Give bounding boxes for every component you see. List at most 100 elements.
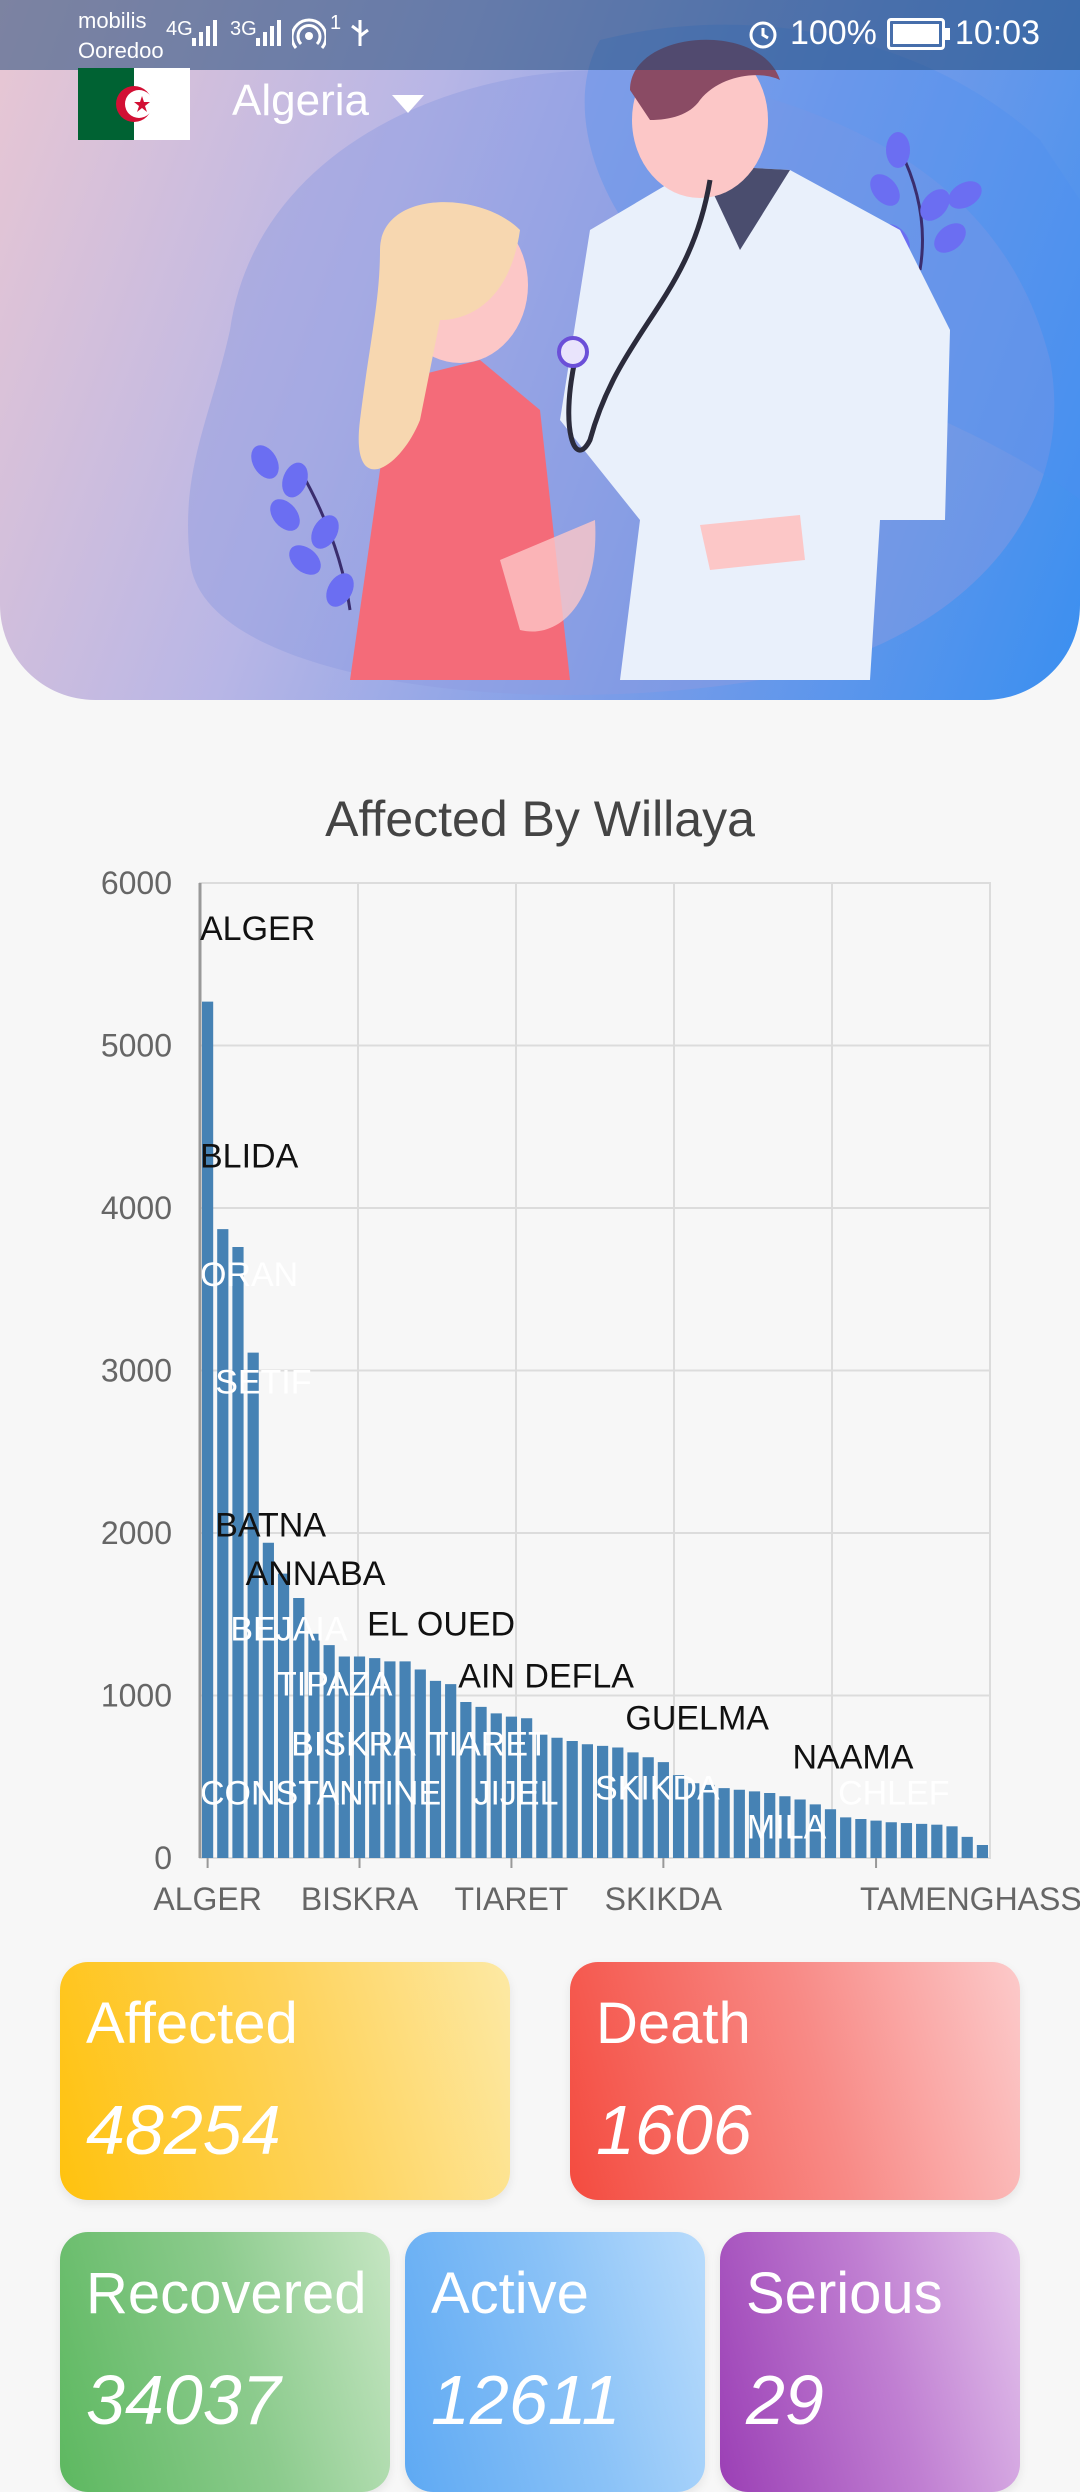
bar-label: SETIF bbox=[215, 1363, 311, 1401]
bar bbox=[779, 1796, 791, 1858]
bar bbox=[976, 1845, 988, 1858]
bar-label: MILA bbox=[747, 1809, 827, 1847]
bar bbox=[748, 1791, 761, 1858]
bar bbox=[490, 1713, 502, 1858]
status-bar: mobilis Ooredoo 4G 3G 1 100% 10:03 bbox=[0, 0, 1080, 70]
x-tick-label: TAMENGHASSET bbox=[860, 1881, 1080, 1917]
y-tick-label: 5000 bbox=[101, 1028, 172, 1064]
x-tick-label: SKIKDA bbox=[605, 1881, 723, 1917]
bar-label: SKIKDA bbox=[595, 1770, 720, 1808]
x-tick-label: BISKRA bbox=[301, 1881, 419, 1917]
bar bbox=[369, 1658, 381, 1858]
algeria-flag-icon[interactable] bbox=[78, 68, 190, 140]
affected-by-willaya-chart: 0 1000 2000 3000 4000 5000 6000 ALGER BISKRA TIAR… bbox=[101, 865, 1080, 1917]
bar bbox=[657, 1762, 669, 1858]
clock: 10:03 bbox=[954, 14, 1040, 52]
y-tick-label: 6000 bbox=[101, 865, 172, 901]
bar bbox=[642, 1757, 654, 1858]
carrier-name: mobilis bbox=[78, 8, 147, 33]
signal-bars-icon bbox=[256, 20, 281, 46]
serious-card[interactable]: Serious 29 bbox=[720, 2232, 1020, 2492]
bar bbox=[566, 1741, 578, 1858]
bar bbox=[900, 1823, 913, 1858]
bar-label: ALGER bbox=[200, 910, 315, 948]
bar bbox=[353, 1656, 366, 1858]
bar bbox=[277, 1573, 290, 1858]
bar bbox=[217, 1229, 229, 1858]
bar bbox=[551, 1737, 563, 1858]
recovered-value: 34037 bbox=[86, 2361, 281, 2439]
bar bbox=[536, 1732, 548, 1858]
bar bbox=[445, 1684, 457, 1858]
bar bbox=[612, 1747, 624, 1858]
bar-label: JIJEL bbox=[473, 1774, 558, 1812]
bar-label: GUELMA bbox=[625, 1700, 769, 1738]
bar-label: ANNABA bbox=[246, 1555, 386, 1593]
bar bbox=[794, 1799, 806, 1858]
bar-label: TIPAZA bbox=[276, 1666, 393, 1704]
affected-card[interactable]: Affected 48254 bbox=[60, 1962, 510, 2200]
bar bbox=[946, 1826, 958, 1858]
chart-title: Affected By Willaya bbox=[325, 791, 755, 847]
bar bbox=[262, 1542, 274, 1858]
bar bbox=[931, 1824, 943, 1858]
bar-label: NAAMA bbox=[793, 1739, 914, 1777]
bar bbox=[672, 1775, 685, 1858]
bar bbox=[293, 1598, 305, 1858]
death-value: 1606 bbox=[596, 2091, 752, 2169]
alarm-icon bbox=[749, 21, 777, 48]
doctor-patient-illustration bbox=[188, 24, 1080, 696]
country-selector[interactable]: Algeria bbox=[232, 76, 369, 125]
bar-label: BISKRA bbox=[291, 1726, 416, 1764]
signal-4g-icon: 4G bbox=[166, 18, 193, 40]
header-banner: mobilis Ooredoo 4G 3G 1 100% 10:03 Alger… bbox=[0, 0, 1080, 700]
crescent-star-icon bbox=[116, 86, 153, 122]
bar-label: ORAN bbox=[200, 1256, 298, 1294]
bar bbox=[521, 1718, 533, 1858]
bar bbox=[475, 1706, 487, 1858]
affected-value: 48254 bbox=[86, 2091, 281, 2169]
active-card[interactable]: Active 12611 bbox=[405, 2232, 705, 2492]
y-tick-label: 1000 bbox=[101, 1678, 172, 1714]
bar bbox=[581, 1744, 593, 1858]
active-value: 12611 bbox=[431, 2361, 621, 2439]
bar bbox=[733, 1789, 745, 1858]
bar-label: TIARET bbox=[428, 1726, 549, 1764]
bar bbox=[961, 1836, 973, 1858]
serious-value: 29 bbox=[746, 2361, 824, 2439]
y-tick-label: 3000 bbox=[101, 1353, 172, 1389]
y-tick-label: 2000 bbox=[101, 1515, 172, 1551]
hotspot-count: 1 bbox=[330, 12, 342, 34]
y-tick-label: 4000 bbox=[101, 1190, 172, 1226]
bar bbox=[429, 1680, 442, 1858]
bar bbox=[885, 1822, 897, 1858]
recovered-card[interactable]: Recovered 34037 bbox=[60, 2232, 390, 2492]
bar bbox=[308, 1633, 320, 1858]
battery-icon bbox=[886, 17, 950, 50]
bar bbox=[384, 1661, 396, 1858]
bar bbox=[855, 1819, 867, 1858]
bar bbox=[764, 1793, 776, 1858]
hotspot-icon bbox=[292, 18, 326, 49]
bar bbox=[323, 1645, 335, 1858]
battery-percent: 100% bbox=[789, 14, 877, 52]
bar-label: BATNA bbox=[215, 1506, 326, 1544]
death-label: Death bbox=[596, 1991, 751, 2056]
serious-label: Serious bbox=[746, 2261, 943, 2326]
recovered-label: Recovered bbox=[86, 2261, 367, 2326]
bar bbox=[703, 1784, 715, 1858]
bar-label: AIN DEFLA bbox=[458, 1657, 634, 1695]
x-tick-label: ALGER bbox=[153, 1881, 261, 1917]
bar bbox=[688, 1783, 700, 1858]
bar-label: CONSTANTINE bbox=[200, 1774, 441, 1812]
chevron-down-icon[interactable] bbox=[392, 95, 424, 113]
affected-label: Affected bbox=[86, 1991, 298, 2056]
bar-label: CHLEF bbox=[838, 1774, 949, 1812]
bar-label: BLIDA bbox=[200, 1137, 299, 1175]
y-tick-label: 0 bbox=[154, 1840, 172, 1876]
bar bbox=[840, 1817, 852, 1858]
bar bbox=[809, 1804, 821, 1858]
bar bbox=[824, 1809, 837, 1858]
death-card[interactable]: Death 1606 bbox=[570, 1962, 1020, 2200]
signal-3g-icon: 3G bbox=[230, 18, 257, 40]
